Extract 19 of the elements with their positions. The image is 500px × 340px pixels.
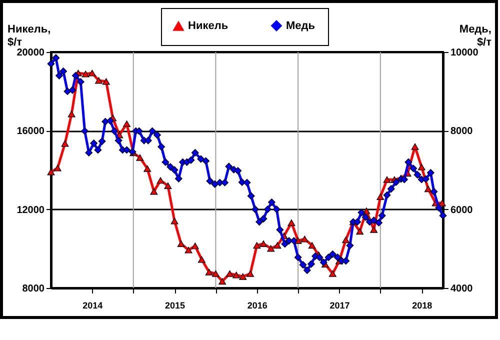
- y-tick-label: 16000: [16, 126, 45, 138]
- point: [438, 200, 446, 206]
- y2-axis-title: Медь, $/т: [459, 24, 492, 48]
- point: [47, 168, 55, 176]
- y2-tick-label: 8000: [450, 126, 474, 138]
- x-tick-label: 2018: [412, 300, 432, 310]
- y-tick-label: 12000: [16, 204, 45, 216]
- y-axis-title: Никель, $/т: [8, 24, 51, 48]
- y-tick-label: 20000: [16, 48, 45, 58]
- y2-tick-label: 10000: [450, 48, 479, 58]
- y2-tick-label: 6000: [450, 204, 474, 216]
- y2-tick-label: 4000: [450, 284, 474, 294]
- x-tick-label: 2014: [82, 300, 103, 310]
- x-tick-label: 2017: [330, 300, 350, 310]
- y-tick-label: 8000: [22, 284, 45, 294]
- legend-label: Медь: [286, 20, 316, 32]
- legend-label: Никель: [188, 20, 228, 32]
- x-tick-label: 2015: [165, 300, 186, 310]
- x-tick-label: 2016: [247, 300, 268, 310]
